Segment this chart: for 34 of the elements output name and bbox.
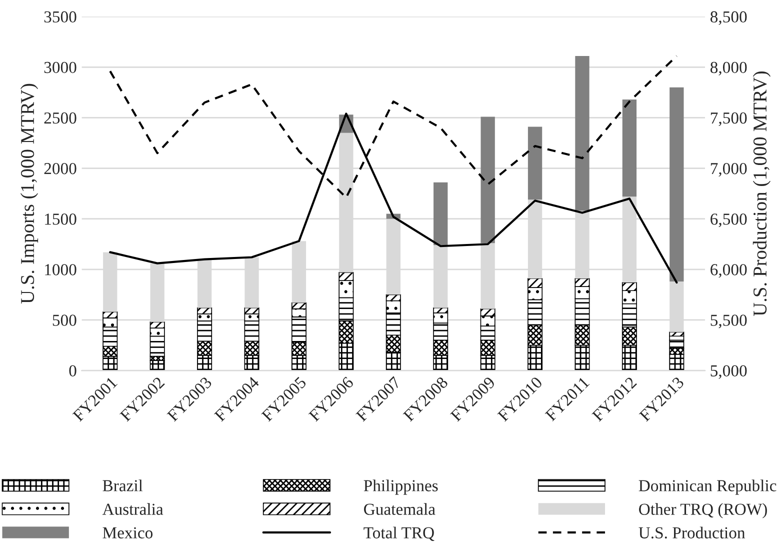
y-tick-label: 2500 [44,112,76,124]
legend-label: Australia [102,503,164,515]
y-tick-label: 500 [52,314,76,326]
bar [670,87,684,282]
legend-label: Total TRQ [364,526,434,541]
legend-label: Guatemala [364,503,436,515]
bar [480,116,495,244]
y-tick-label: 0 [69,365,76,376]
y-tick-label: 1000 [45,264,76,276]
bar [434,182,448,246]
legend-label: Other TRQ (ROW) [639,503,767,518]
y2-tick-label: 8,000 [710,62,747,76]
y2-tick-label: 6,500 [710,214,747,228]
y2-tick-label: 8,500 [710,11,747,25]
y-tick-label: 3500 [44,11,76,23]
y2-tick-label: 7,000 [710,162,747,177]
y2-axis-title: U.S. Production (1,000 MTRV) [752,71,771,316]
legend-label: Brazil [102,480,143,492]
legend-label: Dominican Republic [638,480,776,495]
legend-label: Philippines [364,480,438,495]
bar [528,126,542,200]
legend-label: U.S. Production [638,526,746,539]
y-tick-label: 1500 [45,214,76,225]
bar [622,100,637,197]
y2-tick-label: 5,500 [710,314,747,328]
y2-tick-label: 6,000 [710,264,747,278]
bar [575,56,590,211]
bar [669,332,684,337]
legend-label: Mexico [102,527,153,538]
y-axis-title: U.S. Imports (1,000 MTRV) [20,84,38,304]
y2-tick-label: 5,000 [710,365,747,379]
y2-tick-label: 7,500 [710,112,747,126]
y-tick-label: 2000 [44,162,76,174]
y-tick-label: 3000 [44,62,76,74]
